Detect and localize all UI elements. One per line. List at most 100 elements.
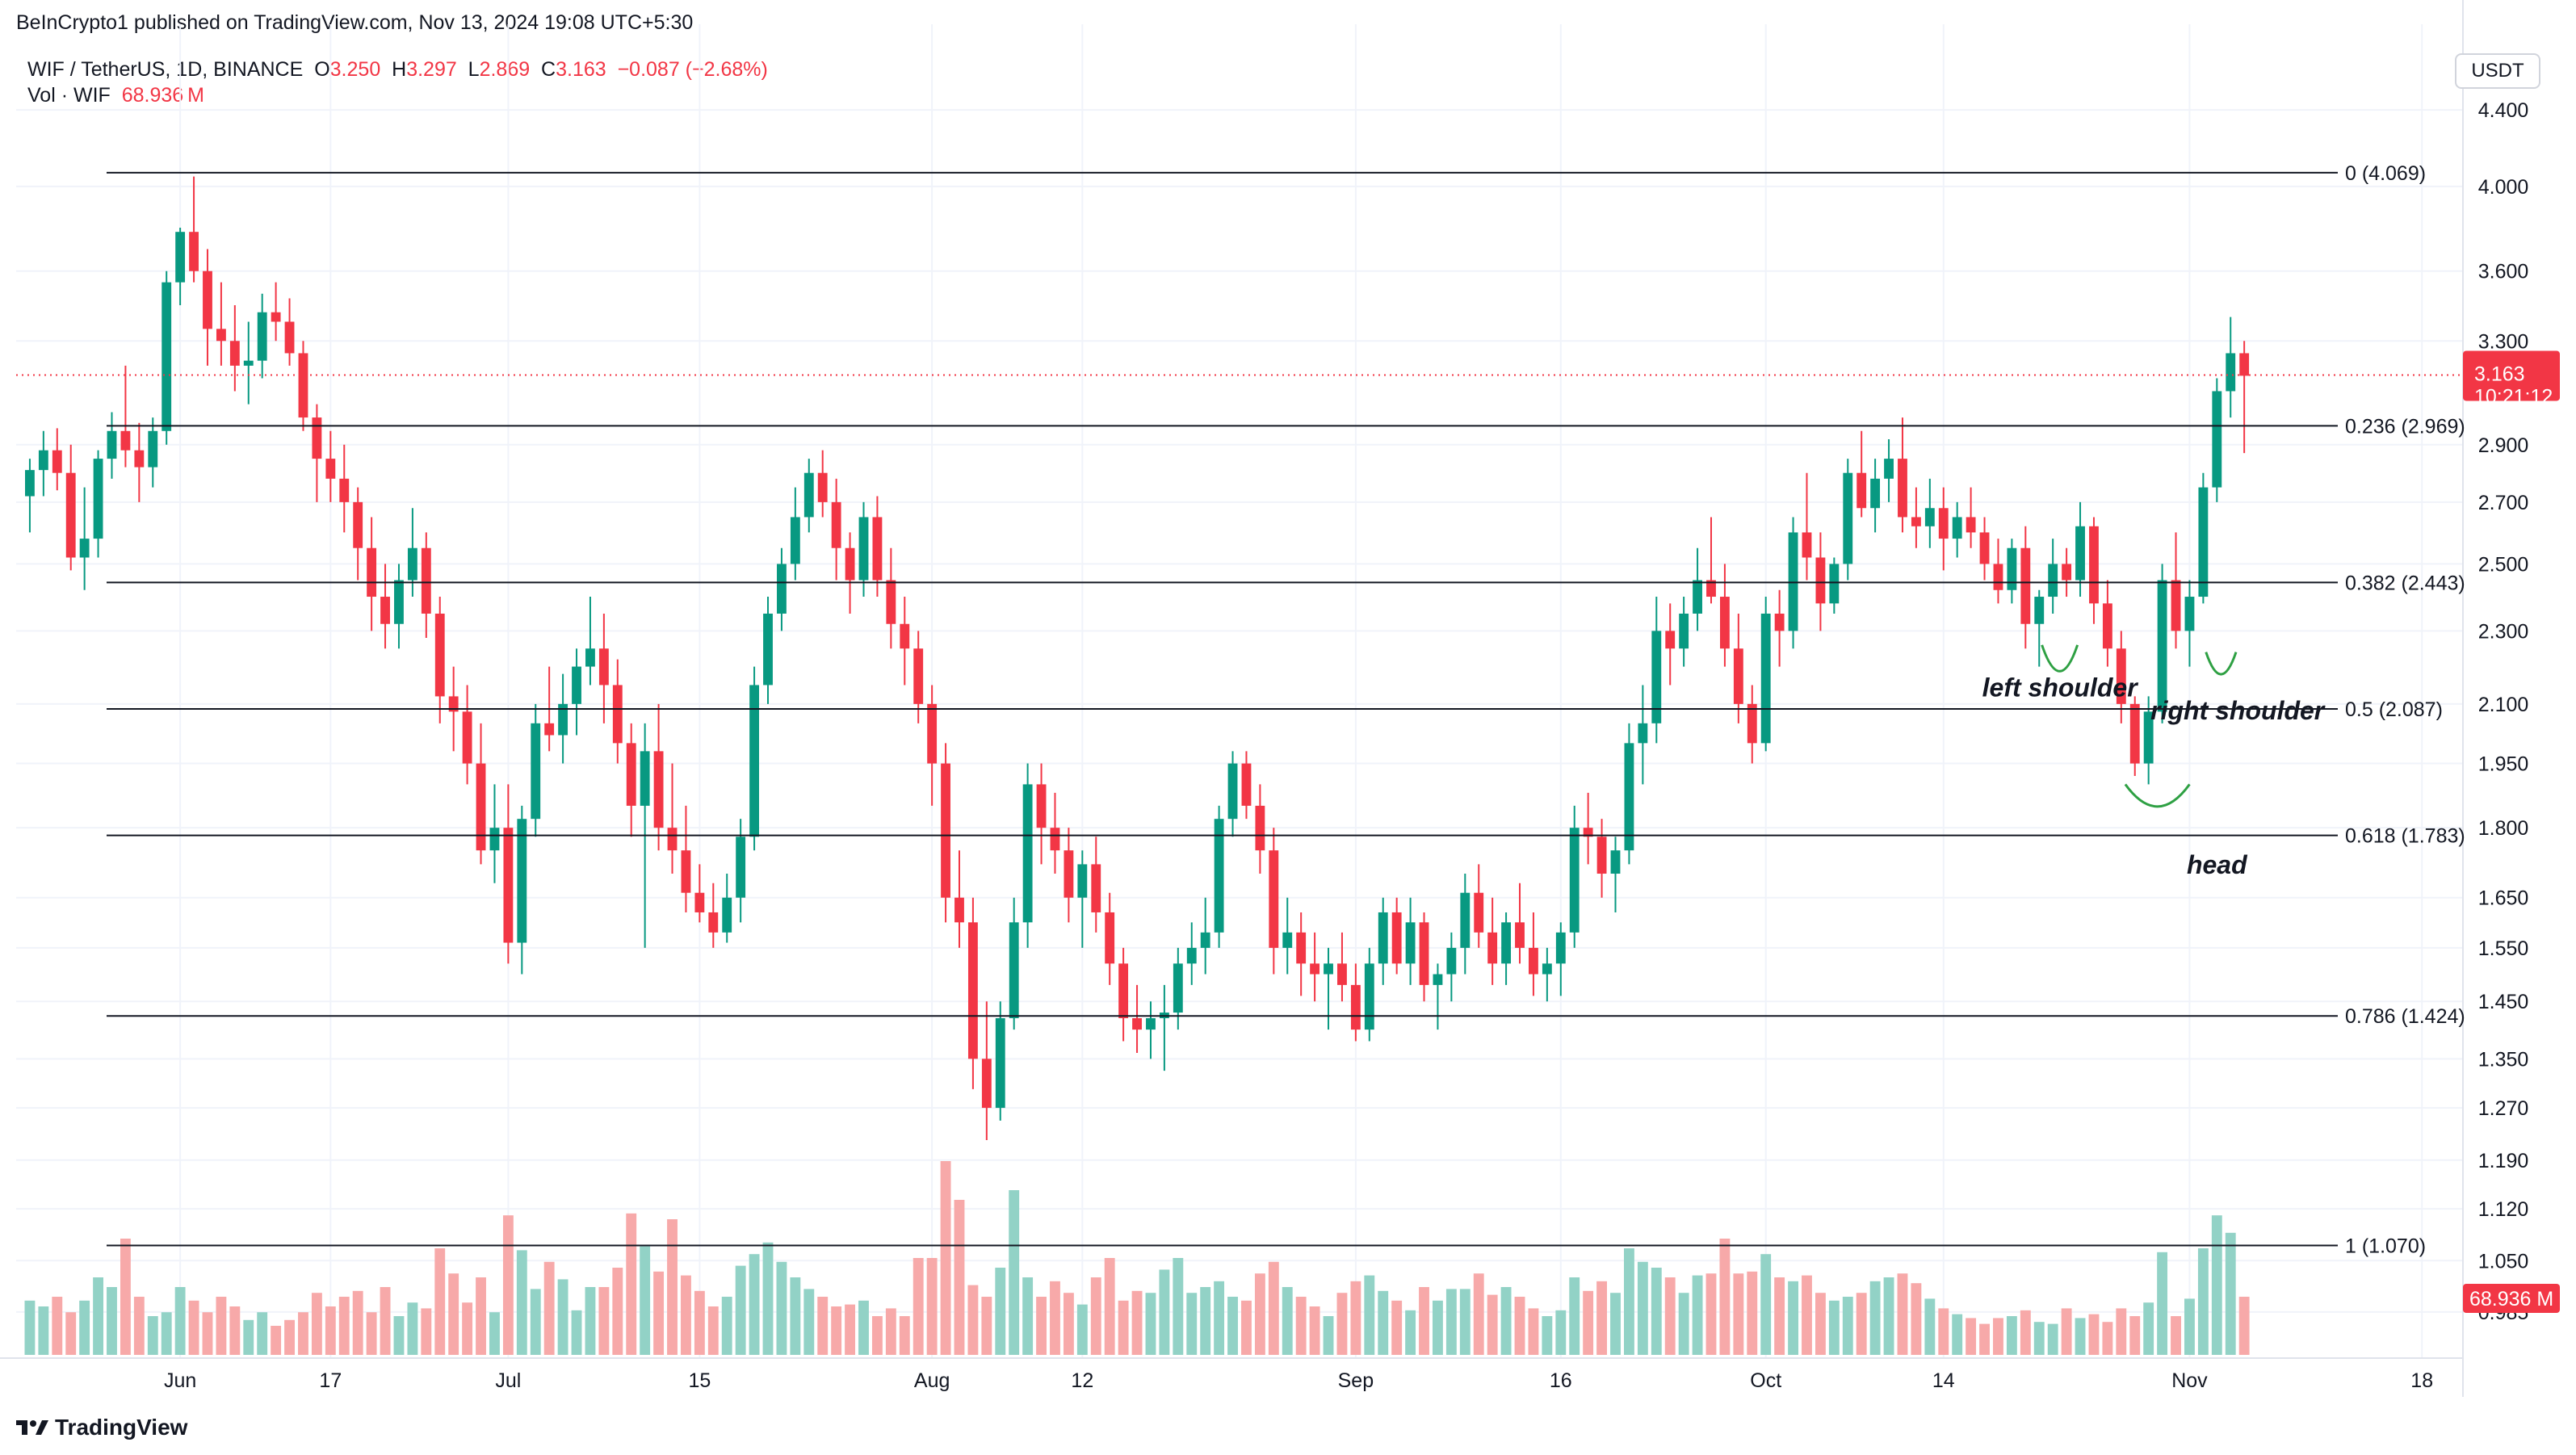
- candle: [1747, 685, 1757, 764]
- candle-body: [1378, 912, 1388, 964]
- candles: [25, 176, 2250, 1141]
- volume-bar: [913, 1258, 924, 1355]
- publisher-line: BeInCrypto1 published on TradingView.com…: [16, 11, 694, 34]
- candle-body: [1898, 459, 1907, 518]
- candle: [243, 321, 254, 405]
- fib-level-label: 1 (1.070): [2345, 1235, 2426, 1258]
- price-tick-label: 3.300: [2478, 330, 2529, 353]
- last-price-badge: [2463, 350, 2560, 401]
- candle-body: [25, 470, 35, 497]
- candle-body: [1118, 963, 1129, 1019]
- currency-button[interactable]: USDT: [2455, 53, 2540, 89]
- candle-body: [1583, 828, 1593, 837]
- volume-bar: [1651, 1268, 1662, 1355]
- candle-body: [626, 743, 636, 806]
- candle-body: [1596, 837, 1607, 874]
- volume-bar: [967, 1285, 979, 1355]
- volume-bar: [749, 1254, 760, 1355]
- volume-bar: [2129, 1316, 2141, 1355]
- fib-level-label: 0.618 (1.783): [2345, 825, 2465, 848]
- volume-bar: [2061, 1308, 2072, 1355]
- candle: [1693, 547, 1702, 631]
- volume-bar: [681, 1275, 691, 1355]
- candle: [134, 422, 145, 502]
- volume-bar: [1063, 1293, 1074, 1355]
- volume-bar: [1350, 1281, 1361, 1355]
- volume-bar: [1979, 1323, 1990, 1355]
- volume-bar: [626, 1213, 637, 1355]
- volume-bar: [1104, 1258, 1115, 1355]
- candle: [367, 517, 377, 631]
- candle-body: [312, 417, 322, 459]
- candle-body: [1815, 557, 1826, 604]
- volume-bar: [243, 1319, 254, 1355]
- volume-bar: [707, 1306, 719, 1355]
- price-tick-label: 2.100: [2478, 694, 2529, 716]
- candle-body: [722, 897, 732, 933]
- volume-bar: [640, 1246, 651, 1355]
- volume-bar: [1528, 1308, 1539, 1355]
- candle: [312, 404, 322, 502]
- volume-bar: [2020, 1310, 2031, 1355]
- volume-bar: [585, 1287, 596, 1355]
- volume-bar: [557, 1279, 568, 1355]
- candle-body: [257, 312, 267, 361]
- time-tick-label: 15: [688, 1369, 711, 1392]
- candle: [298, 341, 308, 431]
- volume-bar: [995, 1268, 1006, 1355]
- volume-bar: [571, 1310, 582, 1355]
- candle-body: [1542, 963, 1552, 975]
- candle-body: [339, 478, 350, 502]
- volume-bar: [338, 1297, 350, 1355]
- volume-bar: [271, 1326, 282, 1355]
- candle: [1515, 883, 1525, 964]
- volume-bar: [476, 1277, 486, 1355]
- volume-bar: [407, 1302, 418, 1355]
- candle: [531, 703, 541, 837]
- candle: [1624, 723, 1634, 865]
- time-tick-label: Jun: [164, 1369, 196, 1392]
- price-tick-label: 1.190: [2478, 1150, 2529, 1172]
- candle-body: [1077, 864, 1088, 898]
- volume-bar: [1856, 1293, 1867, 1355]
- volume-bar: [1897, 1273, 1908, 1355]
- head-curve: [2124, 783, 2191, 808]
- candle: [2062, 547, 2072, 598]
- price-tick-label: 3.600: [2478, 261, 2529, 283]
- candle: [667, 763, 678, 874]
- candle: [1651, 597, 1662, 744]
- candle-body: [1337, 963, 1347, 985]
- volume-label[interactable]: Vol · WIF: [27, 84, 111, 107]
- volume-bar: [1419, 1287, 1429, 1355]
- candle: [1638, 685, 1648, 785]
- candle: [2226, 317, 2236, 418]
- candle: [585, 597, 595, 686]
- volume-bar: [2102, 1322, 2113, 1355]
- symbol-name[interactable]: WIF / TetherUS, 1D, BINANCE: [27, 58, 304, 81]
- volume-bar: [229, 1306, 241, 1355]
- volume-bar: [981, 1297, 992, 1355]
- candle: [1200, 897, 1210, 975]
- candle: [681, 805, 691, 912]
- candle-body: [1091, 864, 1101, 912]
- candle: [1665, 603, 1676, 686]
- fib-level-label: 0.236 (2.969): [2345, 415, 2465, 438]
- volume-bar: [1883, 1277, 1894, 1355]
- candle-body: [148, 430, 158, 468]
- candle: [1474, 864, 1484, 948]
- pattern-annotation: left shoulder: [1982, 673, 2139, 702]
- volume-bar: [1433, 1300, 1443, 1355]
- candle-body: [2007, 547, 2017, 590]
- candle: [107, 412, 117, 479]
- volume-bar: [311, 1293, 322, 1355]
- price-tick-label: 1.350: [2478, 1048, 2529, 1071]
- candle-body: [517, 819, 527, 943]
- volume-bar: [1966, 1318, 1977, 1355]
- volume-bar: [735, 1265, 746, 1355]
- candle-body: [2239, 353, 2250, 376]
- candle: [1966, 487, 1976, 548]
- volume-bar: [1924, 1298, 1936, 1355]
- candle: [558, 673, 568, 764]
- candle: [2102, 580, 2112, 667]
